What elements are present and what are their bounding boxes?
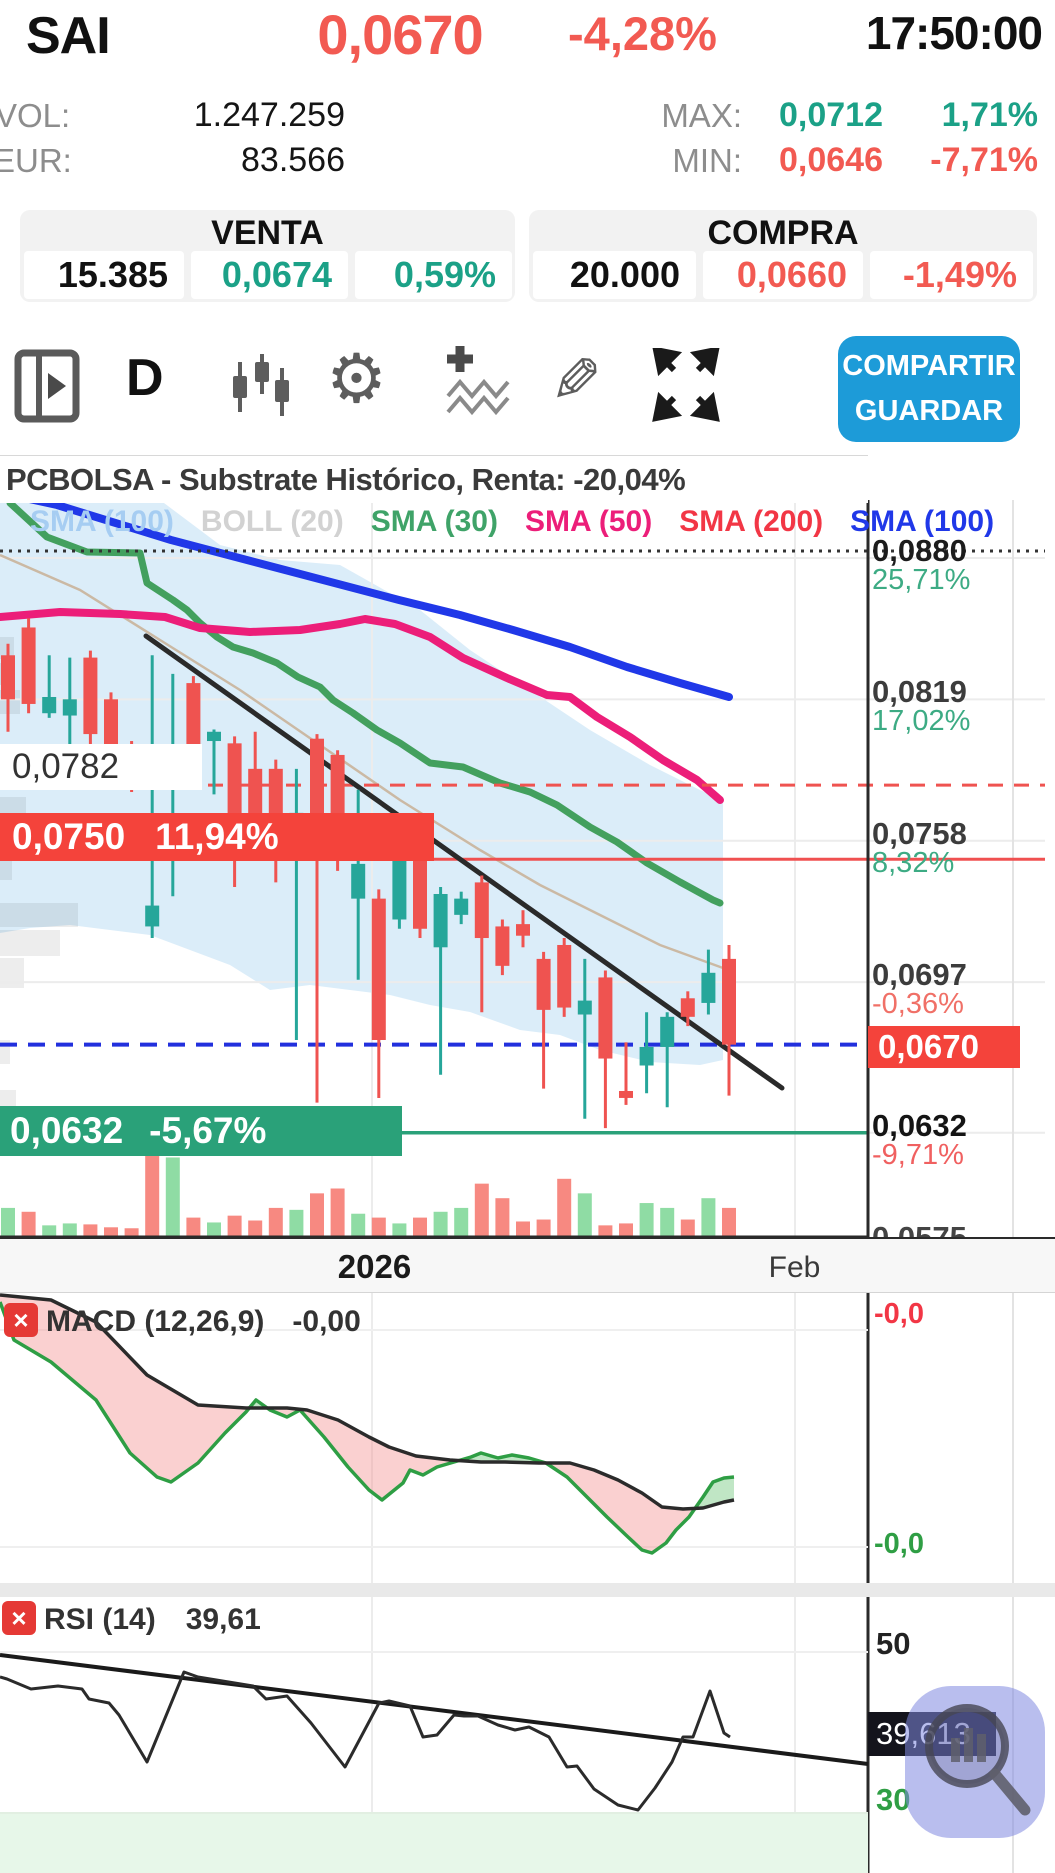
rsi-axis-50: 50 [876, 1626, 911, 1661]
axis-percent-4: -9,71% [872, 1138, 964, 1171]
add-indicator-icon[interactable] [444, 344, 516, 422]
quote-time: 17:50:00 [865, 7, 1043, 59]
legend-item-1: BOLL (20) [200, 505, 344, 538]
buy-qty: 20.000 [533, 251, 696, 299]
min-label: MIN: [672, 142, 742, 179]
sell-quote-box[interactable]: VENTA 15.385 0,0674 0,59% [20, 210, 515, 302]
legend-item-3: SMA (50) [524, 505, 653, 538]
sell-title: VENTA [211, 214, 324, 252]
vol-label: VOL: [0, 97, 71, 134]
expand-icon[interactable] [652, 348, 722, 422]
macd-label: MACD (12,26,9) -0,00 [46, 1305, 361, 1338]
time-axis: 2026 Feb [0, 1237, 1055, 1293]
min-value: 0,0646 [779, 141, 883, 179]
candlestick-icon[interactable] [224, 350, 294, 420]
buy-quote-box[interactable]: COMPRA 20.000 0,0660 -1,49% [529, 210, 1037, 302]
share-label: COMPARTIR [842, 350, 1016, 383]
rsi-value: 39,61 [185, 1603, 261, 1636]
last-price: 0,0670 [317, 3, 483, 66]
indicator-legend: SMA (100) BOLL (20) SMA (30) SMA (50) SMA (2… [30, 505, 994, 539]
level-badge-0632: 0,0632 -5,67% [0, 1106, 402, 1156]
legend-item-5: SMA (100) [850, 505, 995, 538]
time-axis-month: Feb [768, 1251, 821, 1284]
timeframe-button[interactable]: D [126, 349, 164, 407]
chart-zoom-magnifier-button[interactable] [905, 1686, 1045, 1838]
draw-pencil-icon[interactable]: ✎ [550, 347, 602, 416]
panel-separator [0, 1583, 1055, 1597]
max-label: MAX: [661, 97, 742, 134]
axis-price-3: 0,0697 [872, 957, 967, 993]
buy-percent: -1,49% [870, 251, 1033, 299]
axis-price-0: 0,0880 [872, 532, 967, 568]
macd-close-button[interactable]: × [4, 1303, 38, 1337]
buy-price: 0,0660 [703, 251, 863, 299]
level-label-0782: 0,0782 [0, 744, 202, 790]
sell-percent: 0,59% [355, 251, 512, 299]
legend-item-4: SMA (200) [679, 505, 824, 538]
rsi-close-button[interactable]: × [2, 1601, 36, 1635]
change-percent: -4,28% [568, 7, 717, 60]
buy-title: COMPRA [707, 214, 859, 252]
panel-toggle-icon[interactable] [14, 349, 80, 423]
rsi-axis-30: 30 [876, 1782, 911, 1817]
rsi-label: RSI (14) 39,61 [44, 1603, 261, 1636]
legend-item-0: SMA (100) [30, 505, 174, 538]
macd-value: -0,00 [292, 1305, 361, 1338]
axis-price-2: 0,0758 [872, 815, 967, 851]
sell-qty: 15.385 [24, 251, 184, 299]
settings-gear-icon[interactable]: ⚙ [326, 341, 387, 417]
vol-value: 1.247.259 [193, 96, 345, 134]
legend-item-2: SMA (30) [370, 505, 498, 538]
magnifier-chart-icon [925, 1704, 1031, 1816]
time-axis-year: 2026 [337, 1248, 412, 1285]
macd-axis-top: -0,0 [874, 1298, 924, 1330]
axis-percent-3: -0,36% [872, 988, 964, 1021]
max-percent: 1,71% [941, 96, 1038, 134]
axis-percent-2: 8,32% [872, 846, 955, 879]
macd-axis-bottom: -0,0 [874, 1528, 924, 1560]
share-save-button[interactable]: COMPARTIR GUARDAR [838, 336, 1020, 442]
axis-percent-1: 17,02% [872, 705, 971, 738]
chart-title: PCBOLSA - Substrate Histórico, Renta: -2… [6, 462, 686, 497]
min-percent: -7,71% [930, 141, 1038, 179]
save-label: GUARDAR [854, 395, 1004, 427]
last-price-axis-badge: 0,0670 [868, 1026, 1020, 1068]
axis-percent-0: 25,71% [872, 563, 971, 596]
axis-price-1: 0,0819 [872, 674, 967, 710]
sell-price: 0,0674 [191, 251, 348, 299]
level-badge-0750: 0,0750 11,94% [0, 813, 434, 861]
eur-value: 83.566 [241, 141, 345, 179]
axis-price-4: 0,0632 [872, 1107, 967, 1143]
max-value: 0,0712 [779, 96, 883, 134]
ticker-symbol: SAI [26, 7, 111, 65]
chart-title-bar: PCBOLSA - Substrate Histórico, Renta: -2… [0, 455, 868, 503]
eur-label: EUR: [0, 142, 72, 179]
